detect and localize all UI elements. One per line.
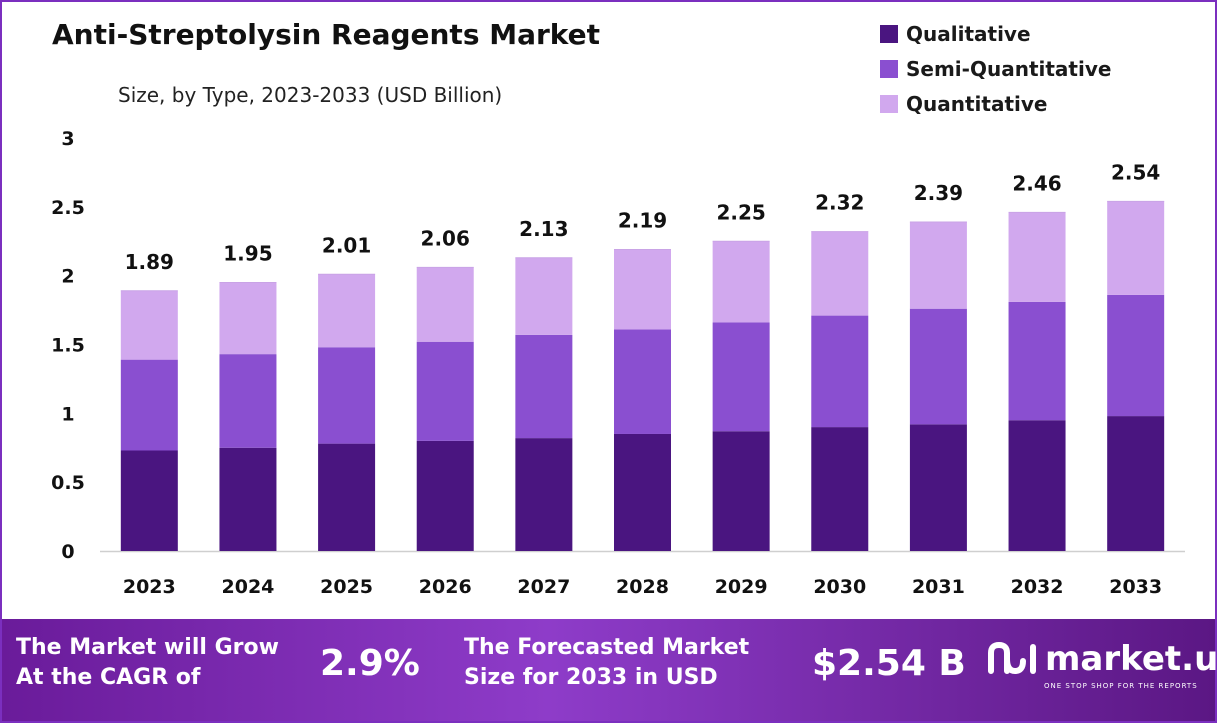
bar-total-label-2024: 1.95 <box>223 242 272 266</box>
bar-segment-quantitative-2026 <box>416 267 474 342</box>
legend-item-qualitative: Qualitative <box>880 16 1111 51</box>
legend-swatch-qualitative <box>880 24 898 43</box>
cagr-text-line2: At the CAGR of <box>16 665 201 690</box>
bar-total-label-2029: 2.25 <box>716 200 765 224</box>
stacked-bar-chart: 0 0.5 1 1.5 2 2.5 3 1.89 2023 1.95 2024 2.01 2025 2.0… <box>51 128 1185 598</box>
cagr-text-line1: The Market will Grow <box>16 635 279 660</box>
bar-segment-quantitative-2031 <box>909 221 967 309</box>
bar-segment-semi-quantitative-2023 <box>120 359 178 451</box>
marketus-logo[interactable]: market.us <box>987 639 1217 679</box>
bar-segment-qualitative-2023 <box>120 450 178 551</box>
y-tick-label: 1.5 <box>51 335 85 357</box>
logo-text: market.us <box>1045 639 1217 679</box>
bar-total-label-2033: 2.54 <box>1111 160 1160 184</box>
forecast-value: $2.54 B <box>812 643 966 684</box>
forecast-text-line1: The Forecasted Market <box>464 635 750 660</box>
legend: Qualitative Semi-Quantitative Quantitati… <box>880 16 1111 121</box>
x-tick-label-2026: 2026 <box>419 576 472 598</box>
legend-swatch-semi-quantitative <box>880 59 898 78</box>
forecast-text: The Forecasted Market Size for 2033 in U… <box>464 633 749 693</box>
bar-segment-semi-quantitative-2024 <box>219 354 277 448</box>
chart-title: Anti-Streptolysin Reagents Market <box>52 18 601 51</box>
x-tick-label-2030: 2030 <box>813 576 866 598</box>
bar-total-label-2028: 2.19 <box>618 209 667 233</box>
x-tick-label-2029: 2029 <box>715 576 768 598</box>
bar-total-label-2023: 1.89 <box>125 250 174 274</box>
legend-swatch-quantitative <box>880 94 898 113</box>
bar-segment-qualitative-2025 <box>318 443 376 551</box>
legend-label-qualitative: Qualitative <box>906 21 1031 46</box>
x-tick-label-2025: 2025 <box>320 576 373 598</box>
marketus-logo-icon <box>988 641 1036 675</box>
legend-label-semi-quantitative: Semi-Quantitative <box>906 56 1112 81</box>
bar-segment-quantitative-2030 <box>811 231 869 316</box>
bar-segment-qualitative-2033 <box>1107 416 1165 551</box>
bar-segment-qualitative-2031 <box>909 424 967 551</box>
bar-segment-qualitative-2024 <box>219 447 277 551</box>
bar-segment-quantitative-2033 <box>1107 201 1165 295</box>
bar-total-label-2025: 2.01 <box>322 233 371 257</box>
x-tick-label-2023: 2023 <box>123 576 176 598</box>
bar-segment-quantitative-2024 <box>219 282 277 355</box>
y-tick-label: 2 <box>61 266 74 288</box>
bar-total-label-2027: 2.13 <box>519 217 568 241</box>
bar-segment-semi-quantitative-2026 <box>416 341 474 441</box>
x-tick-label-2027: 2027 <box>517 576 570 598</box>
x-tick-label-2031: 2031 <box>912 576 965 598</box>
legend-label-quantitative: Quantitative <box>906 91 1048 116</box>
bar-total-label-2026: 2.06 <box>421 226 470 250</box>
bar-segment-semi-quantitative-2028 <box>614 329 671 434</box>
bar-segment-semi-quantitative-2033 <box>1107 294 1165 417</box>
y-tick-label: 3 <box>61 128 74 150</box>
bar-segment-qualitative-2026 <box>416 440 474 551</box>
x-tick-label-2028: 2028 <box>616 576 669 598</box>
bar-segment-semi-quantitative-2030 <box>811 315 869 428</box>
bar-segment-quantitative-2029 <box>712 241 770 323</box>
chart-subtitle: Size, by Type, 2023-2033 (USD Billion) <box>118 83 503 107</box>
bar-segment-qualitative-2029 <box>712 431 770 551</box>
bar-segment-semi-quantitative-2029 <box>712 322 770 432</box>
y-tick-label: 1 <box>61 403 74 425</box>
bar-segment-qualitative-2027 <box>515 438 573 551</box>
bar-segment-quantitative-2027 <box>515 257 573 335</box>
bar-segment-quantitative-2023 <box>120 290 178 360</box>
y-tick-label: 2.5 <box>51 197 85 219</box>
bar-segment-quantitative-2032 <box>1008 212 1066 302</box>
bar-segment-semi-quantitative-2025 <box>318 347 376 444</box>
bar-segment-qualitative-2032 <box>1008 420 1066 551</box>
forecast-text-line2: Size for 2033 in USD <box>464 665 718 690</box>
bar-segment-quantitative-2028 <box>614 249 671 330</box>
cagr-text: The Market will Grow At the CAGR of <box>16 633 279 693</box>
bar-segment-quantitative-2025 <box>318 274 376 348</box>
y-tick-label: 0 <box>61 541 74 563</box>
x-tick-label-2033: 2033 <box>1109 576 1162 598</box>
x-tick-label-2032: 2032 <box>1011 576 1064 598</box>
bar-segment-qualitative-2028 <box>614 433 671 551</box>
bar-total-label-2031: 2.39 <box>914 181 963 205</box>
y-tick-label: 0.5 <box>51 472 85 494</box>
bar-total-label-2032: 2.46 <box>1012 171 1061 195</box>
legend-item-semi-quantitative: Semi-Quantitative <box>880 51 1111 86</box>
bar-segment-semi-quantitative-2031 <box>909 308 967 425</box>
bar-total-label-2030: 2.32 <box>815 191 864 215</box>
bar-segment-semi-quantitative-2027 <box>515 334 573 439</box>
footer-banner: The Market will Grow At the CAGR of 2.9%… <box>2 619 1217 721</box>
bar-segment-semi-quantitative-2032 <box>1008 301 1066 421</box>
logo-tagline: ONE STOP SHOP FOR THE REPORTS <box>1044 682 1198 690</box>
legend-item-quantitative: Quantitative <box>880 86 1111 121</box>
x-tick-label-2024: 2024 <box>222 576 275 598</box>
bar-segment-qualitative-2030 <box>811 427 869 551</box>
cagr-value: 2.9% <box>320 643 420 684</box>
